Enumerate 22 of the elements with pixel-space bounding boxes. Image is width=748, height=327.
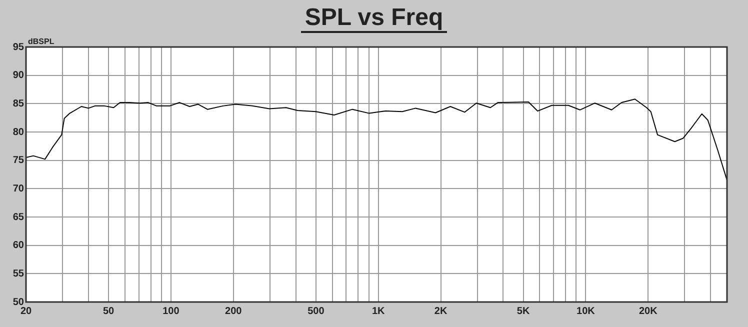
y-tick-label: 60 bbox=[12, 240, 24, 252]
x-tick-label: 10K bbox=[576, 306, 596, 317]
x-tick-label: 500 bbox=[308, 306, 325, 317]
y-tick-label: 75 bbox=[12, 155, 24, 166]
x-tick-label: 2K bbox=[434, 306, 448, 317]
y-tick-label: 55 bbox=[12, 268, 24, 280]
x-tick-label: 20K bbox=[638, 306, 658, 317]
y-tick-label: 90 bbox=[12, 70, 24, 82]
y-tick-label: 85 bbox=[12, 98, 24, 110]
x-tick-label: 1K bbox=[372, 306, 386, 317]
y-tick-label: 70 bbox=[12, 183, 24, 194]
x-tick-label: 50 bbox=[102, 306, 115, 317]
chart-title: SPL vs Freq bbox=[300, 4, 448, 33]
x-tick-label: 20 bbox=[20, 306, 32, 317]
x-tick-label: 200 bbox=[225, 306, 242, 317]
x-tick-label: 100 bbox=[162, 306, 180, 317]
y-tick-label: 50 bbox=[12, 296, 24, 308]
x-tick-label: 5K bbox=[516, 306, 530, 317]
y-tick-label: 80 bbox=[12, 126, 24, 138]
y-tick-label: 95 bbox=[12, 42, 24, 53]
y-tick-label: 65 bbox=[12, 212, 24, 223]
y-axis-title: dBSPL bbox=[28, 37, 54, 46]
